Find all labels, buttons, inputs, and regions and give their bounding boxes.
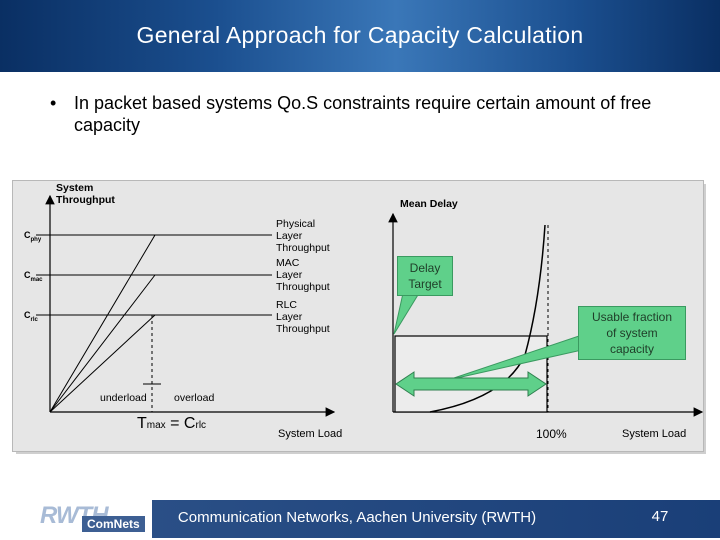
mac-throughput-curve [49,274,156,413]
slide-title: General Approach for Capacity Calculatio… [136,22,584,48]
bullet-text: In packet based systems Qo.S constraints… [74,93,652,135]
left-y-axis-label: System Throughput [56,182,115,206]
title-bar [0,0,720,72]
overload-label: overload [174,392,215,404]
rwth-comnets-logo: RWTH ComNets [40,500,152,534]
mac-curve-label: MAC Layer Throughput [276,257,330,293]
usable-capacity-callout: Usable fraction of system capacity [578,306,686,360]
bullet-marker: • [50,93,57,113]
footer-text: Communication Networks, Aachen Universit… [177,509,537,526]
cphy-label: Cphy [24,230,42,243]
right-x-axis-label: System Load [622,428,687,440]
cmac-label: Cmac [24,270,43,283]
delay-target-callout: Delay Target [397,256,453,296]
right-y-axis-label: Mean Delay [400,198,458,210]
phy-throughput-curve [49,234,156,413]
rlc-throughput-curve [49,314,156,413]
footer-bar [152,500,720,538]
usable-capacity-arrow [395,371,547,397]
crlc-label: Crlc [24,310,38,323]
underload-label: underload [100,392,147,404]
tmax-equation: Tmax = Crlc [137,415,207,432]
rlc-curve-label: RLC Layer Throughput [276,299,330,335]
comnets-logo-text: ComNets [82,516,145,532]
page-number: 47 [651,508,669,525]
phy-curve-label: Physical Layer Throughput [276,218,330,254]
100-percent-label: 100% [536,427,567,441]
left-x-axis-label: System Load [278,428,343,440]
